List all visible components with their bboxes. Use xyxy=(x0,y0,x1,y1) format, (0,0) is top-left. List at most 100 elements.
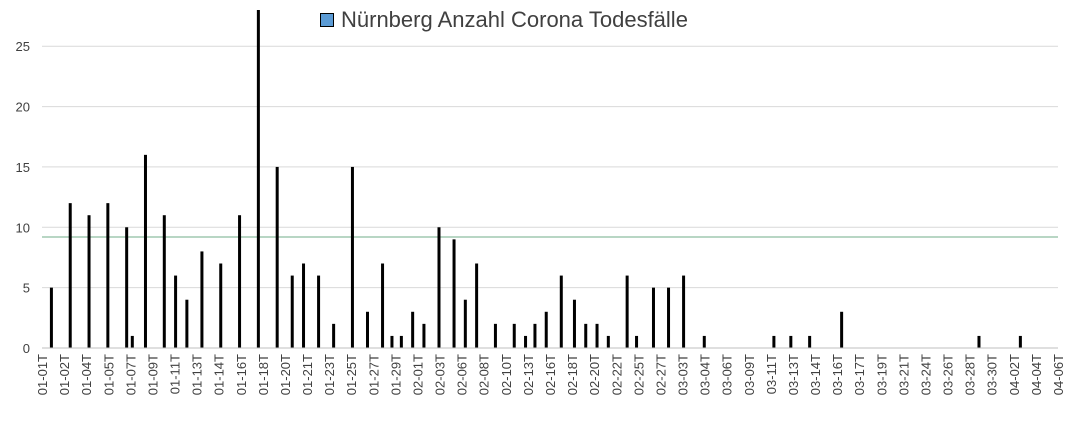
x-tick-label: 01-25T xyxy=(344,354,359,395)
bar xyxy=(493,323,497,348)
bar xyxy=(651,287,655,348)
x-tick-label: 02-06T xyxy=(455,354,470,395)
x-tick-label: 04-06T xyxy=(1051,354,1066,395)
y-tick-label: 15 xyxy=(16,160,30,175)
bar xyxy=(572,299,576,348)
bar xyxy=(512,323,516,348)
bar xyxy=(595,323,599,348)
bar xyxy=(463,299,467,348)
x-tick-label: 03-04T xyxy=(698,354,713,395)
bar xyxy=(200,251,204,348)
x-tick-label: 01-04T xyxy=(79,354,94,395)
x-tick-label: 03-11T xyxy=(764,354,779,394)
x-tick-label: 02-03T xyxy=(433,354,448,395)
x-tick-label: 03-14T xyxy=(808,354,823,395)
bar xyxy=(977,335,981,348)
bar xyxy=(422,323,426,348)
bar xyxy=(317,275,321,348)
y-tick-label: 0 xyxy=(23,341,30,356)
x-tick-label: 03-28T xyxy=(963,354,978,395)
bar xyxy=(840,311,844,348)
x-tick-label: 01-07T xyxy=(123,354,138,395)
x-tick-labels: 01-01T 01-02T 01-04T 01-05T 01-07T 01-09T 01-1… xyxy=(35,354,1066,395)
bar xyxy=(544,311,548,348)
bar xyxy=(174,275,178,348)
x-tick-label: 02-10T xyxy=(499,354,514,395)
bar xyxy=(275,166,279,348)
x-tick-label: 04-02T xyxy=(1007,354,1022,395)
bar xyxy=(667,287,671,348)
x-tick-label: 03-30T xyxy=(985,354,1000,395)
x-tick-label: 03-26T xyxy=(941,354,956,395)
bar xyxy=(390,335,394,348)
x-tick-label: 03-09T xyxy=(742,354,757,395)
bar xyxy=(302,263,306,348)
x-tick-label: 02-16T xyxy=(543,354,558,395)
x-tick-label: 01-20T xyxy=(278,354,293,395)
x-tick-label: 03-17T xyxy=(852,354,867,395)
x-tick-label: 02-25T xyxy=(631,354,646,395)
bar xyxy=(399,335,403,348)
legend-swatch xyxy=(320,13,334,27)
x-tick-label: 03-13T xyxy=(786,354,801,395)
x-tick-label: 01-23T xyxy=(322,354,337,395)
bar xyxy=(219,263,223,348)
x-tick-label: 03-21T xyxy=(896,354,911,395)
bar xyxy=(106,203,110,348)
bar xyxy=(143,154,147,348)
y-tick-label: 5 xyxy=(23,281,30,296)
chart-legend: Nürnberg Anzahl Corona Todesfälle xyxy=(320,6,688,34)
bar xyxy=(606,335,610,348)
bar xyxy=(185,299,189,348)
x-tick-label: 01-13T xyxy=(190,354,205,395)
x-tick-label: 01-29T xyxy=(388,354,403,395)
x-tick-label: 01-27T xyxy=(366,354,381,395)
bar xyxy=(332,323,336,348)
bar xyxy=(411,311,415,348)
bar xyxy=(290,275,294,348)
bar xyxy=(772,335,776,348)
bar xyxy=(1018,335,1022,348)
bar xyxy=(635,335,639,348)
bar xyxy=(702,335,706,348)
x-tick-label: 03-06T xyxy=(720,354,735,395)
gridlines xyxy=(42,45,1058,289)
bar xyxy=(49,287,53,348)
x-tick-label: 02-18T xyxy=(565,354,580,395)
x-tick-label: 01-05T xyxy=(101,354,116,395)
x-tick-label: 02-01T xyxy=(410,354,425,395)
x-tick-label: 01-11T xyxy=(168,354,183,394)
y-tick-label: 25 xyxy=(16,39,30,54)
x-tick-label: 03-19T xyxy=(874,354,889,395)
x-tick-label: 01-16T xyxy=(234,354,249,395)
bar xyxy=(559,275,563,348)
bar xyxy=(381,263,385,348)
bar xyxy=(524,335,528,348)
x-tick-label: 02-08T xyxy=(477,354,492,395)
bar xyxy=(68,203,72,348)
bar xyxy=(365,311,369,348)
x-tick-label: 02-13T xyxy=(521,354,536,395)
x-tick-label: 03-16T xyxy=(830,354,845,395)
bar xyxy=(584,323,588,348)
bar xyxy=(256,10,260,348)
x-tick-label: 01-01T xyxy=(35,354,50,395)
bar xyxy=(682,275,686,348)
bar xyxy=(238,215,242,348)
bar xyxy=(125,227,129,348)
bar xyxy=(625,275,629,348)
bar xyxy=(437,227,441,348)
y-tick-labels: 0 5 10 15 20 25 xyxy=(16,39,30,356)
bar xyxy=(789,335,793,348)
x-tick-label: 02-22T xyxy=(609,354,624,395)
x-tick-label: 02-20T xyxy=(587,354,602,395)
y-tick-label: 10 xyxy=(16,220,30,235)
bar xyxy=(808,335,812,348)
legend-label: Nürnberg Anzahl Corona Todesfälle xyxy=(341,7,688,32)
y-tick-label: 20 xyxy=(16,100,30,115)
x-tick-label: 01-02T xyxy=(57,354,72,395)
bar xyxy=(475,263,479,348)
bar xyxy=(350,166,354,348)
bar xyxy=(452,239,456,348)
bar xyxy=(130,335,134,348)
